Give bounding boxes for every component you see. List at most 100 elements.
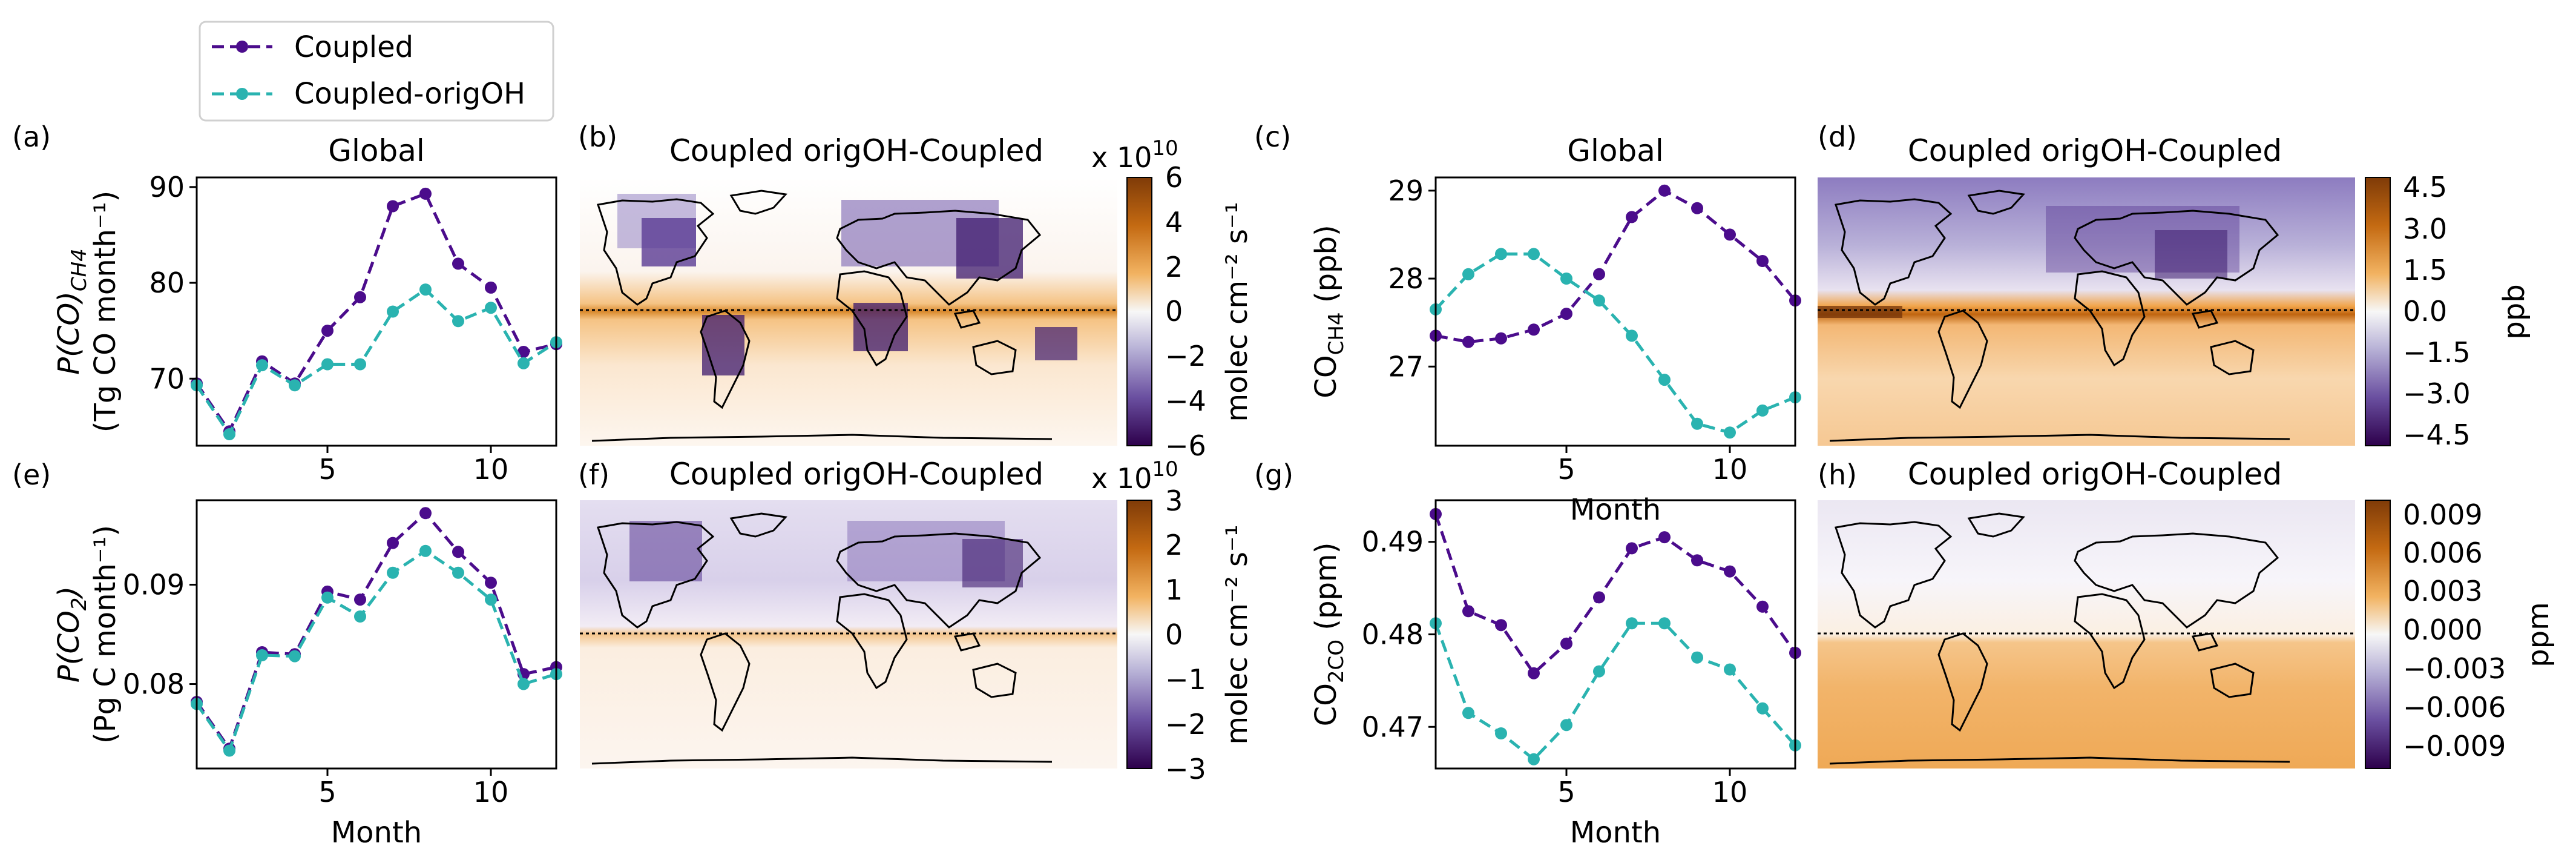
data-point-c-coupled-7: [1626, 211, 1638, 223]
y-tick-label-g-0.49: 0.49: [1362, 526, 1424, 558]
panel-e-line-chart: (e) 5 10 0.08 0.09 Month P(CO2) (Pg C month⁻¹): [12, 458, 562, 850]
cbar-tick-h-1: 0.006: [2403, 537, 2483, 569]
anomaly-australia-b: [1035, 327, 1077, 360]
cbar-tick-d-6: −4.5: [2403, 418, 2471, 451]
chart-title-c: Global: [1567, 133, 1664, 168]
data-point-g-origoh-9: [1691, 651, 1703, 664]
cbar-tick-h-2: 0.003: [2403, 575, 2483, 607]
data-point-e-coupled-9: [452, 546, 464, 558]
panel-c-line-chart: (c) Global 5 10 27 28 29 Month COCH4 (ppb): [1254, 121, 1801, 527]
data-point-c-coupled-4: [1528, 323, 1540, 336]
data-point-g-coupled-7: [1626, 542, 1638, 555]
cbar-label-h: ppm: [2522, 602, 2555, 667]
y-axis-label-g: CO2CO (ppm): [1309, 543, 1349, 727]
data-point-c-coupled-11: [1756, 255, 1769, 267]
data-point-g-origoh-2: [1462, 707, 1474, 719]
data-point-c-coupled-8: [1658, 184, 1671, 197]
data-point-g-coupled-6: [1593, 591, 1605, 604]
panel-b-map: (b) Coupled origOH-Coupled 6 4 2 0 −2 −4…: [578, 121, 1254, 462]
cbar-tick-h-5: −0.006: [2403, 691, 2506, 724]
data-point-c-origoh-10: [1724, 426, 1736, 439]
cbar-tick-d-5: −3.0: [2403, 377, 2471, 410]
data-point-a-origoh-6: [354, 358, 366, 371]
cbar-tick-f-6: −3: [1165, 753, 1206, 785]
x-tick-label-a-10: 10: [473, 453, 509, 486]
data-point-a-coupled-8: [419, 187, 432, 200]
colorbar-b: [1126, 177, 1152, 446]
data-point-a-origoh-2: [223, 428, 235, 440]
cbar-tick-b-2: 2: [1165, 251, 1183, 283]
legend-box: [199, 21, 554, 122]
data-point-g-origoh-7: [1626, 617, 1638, 630]
data-point-c-coupled-3: [1495, 332, 1507, 345]
map-title-h: Coupled origOH-Coupled: [1908, 457, 2282, 492]
panel-label-d: (d): [1818, 121, 1857, 153]
anomaly-east-asia-b: [956, 218, 1023, 279]
x-tick-label-g-10: 10: [1712, 776, 1748, 808]
data-point-c-coupled-2: [1462, 335, 1474, 348]
panel-label-a: (a): [12, 121, 51, 153]
data-point-c-origoh-4: [1528, 248, 1540, 260]
map-anomalies-b: [617, 194, 1077, 375]
map-title-f: Coupled origOH-Coupled: [669, 457, 1043, 492]
panel-label-h: (h): [1818, 458, 1857, 491]
panel-a-line-chart: (a) Global 5 10 70 80 90 P(CO)CH4(Tg CO month⁻¹…: [12, 121, 562, 486]
data-point-g-coupled-5: [1560, 637, 1572, 650]
colorbar-h: [2365, 500, 2391, 769]
panel-label-b: (b): [578, 121, 617, 153]
data-point-a-coupled-10: [485, 281, 497, 294]
data-point-a-origoh-5: [321, 358, 334, 371]
chart-title-a: Global: [328, 133, 425, 168]
data-point-e-origoh-4: [289, 650, 301, 663]
cbar-tick-d-4: −1.5: [2403, 336, 2471, 369]
x-tick-label-c-5: 5: [1557, 453, 1575, 486]
data-point-g-origoh-4: [1528, 753, 1540, 765]
cbar-tick-f-0: 3: [1165, 484, 1183, 517]
data-point-c-origoh-5: [1560, 273, 1572, 285]
axes-frame-e: [196, 499, 557, 770]
cbar-tick-b-4: −2: [1165, 340, 1206, 372]
colorbar-ticks-b: 6 4 2 0 −2 −4 −6: [1165, 161, 1206, 462]
x-tick-label-e-10: 10: [473, 776, 509, 808]
data-point-a-origoh-7: [387, 305, 399, 318]
data-point-a-origoh-9: [452, 315, 464, 328]
legend-marker-coupled-origoh: [236, 88, 248, 100]
data-point-c-origoh-6: [1593, 294, 1605, 307]
data-point-c-origoh-3: [1495, 248, 1507, 260]
y-tick-label-a-90: 90: [149, 171, 185, 203]
data-point-e-origoh-10: [485, 593, 497, 606]
x-tick-label-c-10: 10: [1712, 453, 1748, 486]
data-point-a-coupled-7: [387, 200, 399, 213]
data-point-a-origoh-10: [485, 302, 497, 314]
y-axis-units-a: (Tg CO month⁻¹): [88, 191, 122, 432]
cbar-tick-b-1: 4: [1165, 206, 1183, 239]
data-point-c-origoh-7: [1626, 329, 1638, 342]
data-point-c-coupled-6: [1593, 268, 1605, 280]
data-point-a-origoh-3: [256, 359, 268, 372]
colorbar-f: [1126, 500, 1152, 769]
panel-g-line-chart: (g) 5 10 0.47 0.48 0.49 Month CO2CO (ppm): [1254, 458, 1801, 850]
cbar-label-f: molec cm⁻² s⁻¹: [1220, 524, 1254, 744]
data-point-e-coupled-6: [354, 593, 366, 606]
data-point-c-coupled-5: [1560, 308, 1572, 320]
data-point-g-origoh-8: [1658, 617, 1671, 630]
data-point-g-coupled-8: [1658, 531, 1671, 544]
y-tick-label-c-27: 27: [1388, 350, 1424, 383]
series-line-e-coupled: [195, 511, 557, 752]
data-point-e-origoh-11: [518, 678, 530, 690]
data-point-g-origoh-5: [1560, 719, 1572, 732]
data-point-e-origoh-7: [387, 566, 399, 579]
data-point-c-origoh-2: [1462, 268, 1474, 280]
legend-label-coupled: Coupled: [294, 30, 413, 64]
data-point-c-coupled-9: [1691, 202, 1703, 214]
series-line-e-coupled-origoh: [195, 549, 557, 754]
cbar-tick-d-2: 1.5: [2403, 254, 2447, 286]
data-point-a-coupled-5: [321, 325, 334, 337]
data-point-e-coupled-7: [387, 537, 399, 549]
cbar-tick-b-6: −6: [1165, 429, 1206, 462]
cbar-tick-d-1: 3.0: [2403, 213, 2447, 245]
anomaly-usa-f: [629, 521, 702, 581]
y-axis-label-e: P(CO2): [52, 586, 91, 683]
cbar-label-b: molec cm⁻² s⁻¹: [1220, 202, 1254, 421]
